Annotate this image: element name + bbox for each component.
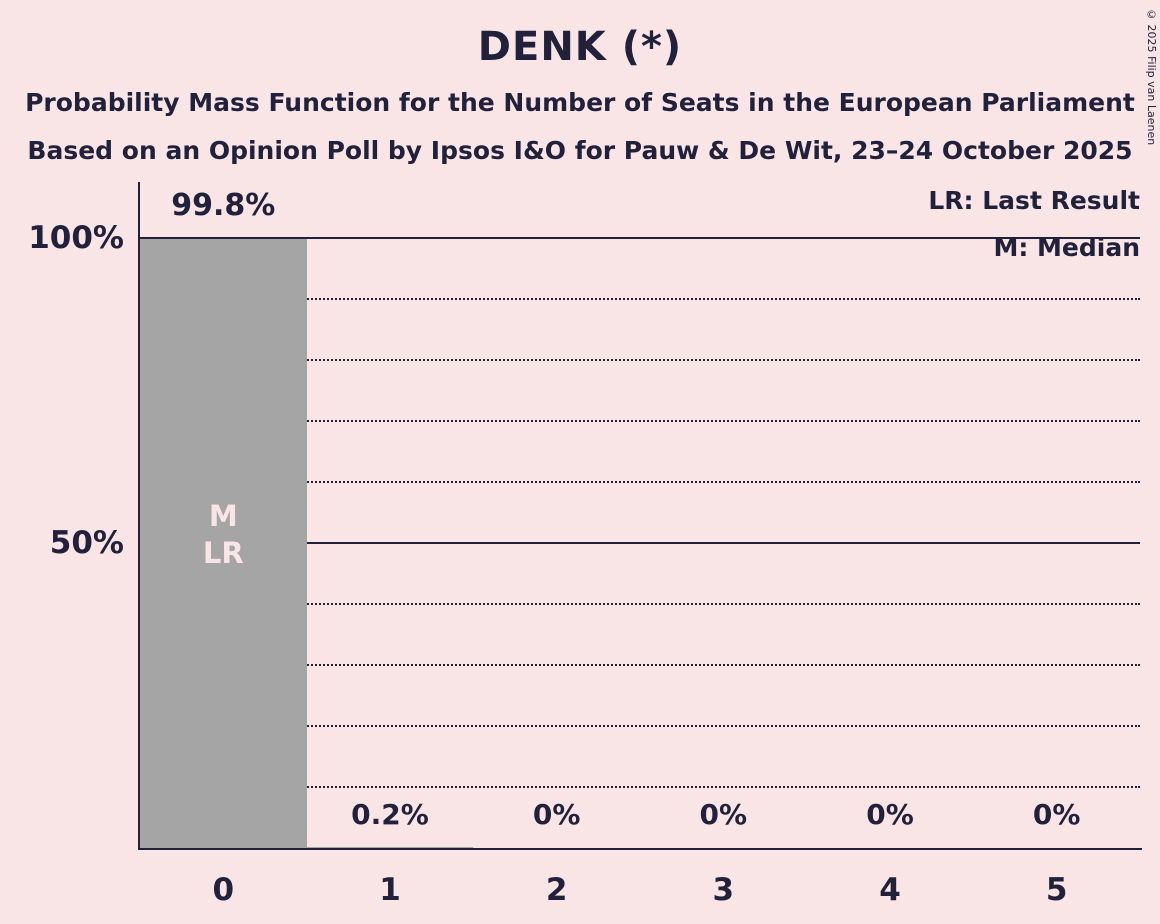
x-axis-tick-3: 3 — [712, 872, 735, 908]
x-axis-tick-4: 4 — [879, 872, 901, 908]
gridline-50-percent — [140, 542, 1140, 544]
chart-subtitle-line1: Probability Mass Function for the Number… — [25, 88, 1135, 117]
value-label-seats-2: 0% — [532, 798, 581, 831]
value-label-seats-4: 0% — [866, 798, 914, 831]
y-axis-line — [138, 182, 140, 850]
y-axis-tick-50: 50% — [49, 525, 124, 561]
chart-title: DENK (*) — [477, 24, 683, 70]
x-axis-tick-0: 0 — [212, 872, 235, 908]
gridline-10-percent — [140, 786, 1140, 788]
last-result-marker: LR — [202, 535, 244, 570]
y-axis-tick-100: 100% — [28, 220, 124, 256]
value-label-seats-5: 0% — [1032, 798, 1081, 831]
gridline-30-percent — [140, 664, 1140, 666]
bar-seats-1 — [306, 846, 474, 848]
copyright-notice: © 2025 Filip van Laenen — [1145, 8, 1158, 146]
value-label-seats-1: 0.2% — [351, 798, 429, 831]
x-axis-tick-1: 1 — [379, 872, 401, 908]
gridline-80-percent — [140, 359, 1140, 361]
gridline-90-percent — [140, 298, 1140, 300]
value-label-seats-3: 0% — [699, 798, 748, 831]
chart-subtitle-line2: Based on an Opinion Poll by Ipsos I&O fo… — [27, 136, 1133, 165]
x-axis-tick-2: 2 — [545, 872, 568, 908]
gridline-40-percent — [140, 603, 1140, 605]
value-label-seats-0: 99.8% — [171, 188, 276, 223]
gridline-70-percent — [140, 420, 1140, 422]
gridline-100-percent — [140, 237, 1140, 239]
gridline-60-percent — [140, 481, 1140, 483]
bar-seats-0: M LR — [140, 239, 307, 848]
x-axis-tick-5: 5 — [1045, 872, 1068, 908]
legend-last-result: LR: Last Result — [928, 186, 1140, 215]
gridline-20-percent — [140, 725, 1140, 727]
x-axis-line — [138, 848, 1142, 850]
median-marker: M — [208, 498, 238, 533]
